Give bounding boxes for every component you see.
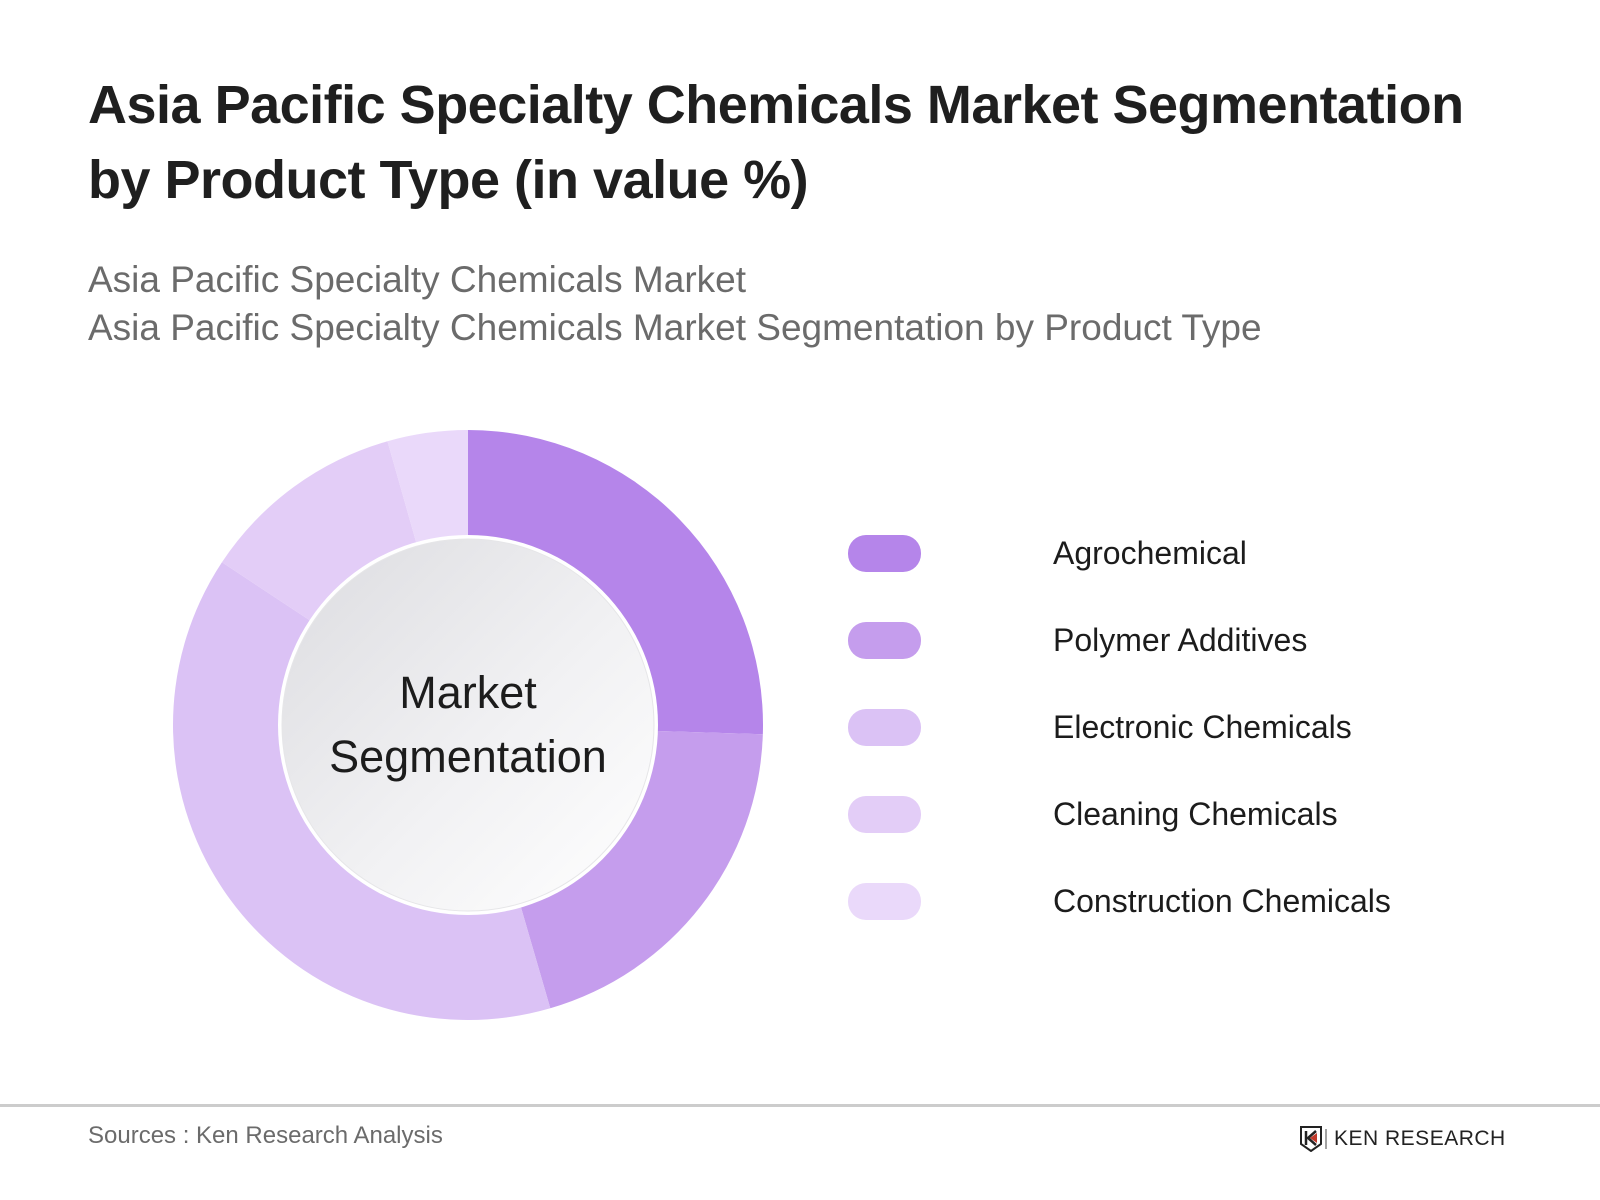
chart-title: Asia Pacific Specialty Chemicals Market … [88, 75, 1464, 210]
center-label-line-1: Market [399, 667, 537, 718]
donut-slice-construction-chemicals [387, 430, 468, 547]
legend-swatch [848, 622, 921, 659]
donut-chart: Market Segmentation [173, 430, 763, 1020]
ken-research-logo: KEN RESEARCH [1300, 1126, 1506, 1152]
donut-slice-agrochemical [468, 430, 763, 735]
logo-text: KEN RESEARCH [1334, 1127, 1506, 1150]
legend-label: Polymer Additives [1053, 622, 1308, 658]
legend-item-cleaning-chemicals: Cleaning Chemicals [848, 796, 1391, 833]
center-label-line-2: Segmentation [329, 731, 607, 782]
legend-swatch [848, 535, 921, 572]
legend-item-construction-chemicals: Construction Chemicals [848, 883, 1391, 920]
shield-k-icon [1300, 1126, 1322, 1152]
legend-label: Cleaning Chemicals [1053, 796, 1338, 832]
legend-item-agrochemical: Agrochemical [848, 535, 1391, 572]
legend-swatch [848, 883, 921, 920]
legend-swatch [848, 796, 921, 833]
donut-slices [173, 430, 763, 1020]
donut-slice-polymer-additives [519, 730, 763, 1009]
legend-item-polymer-additives: Polymer Additives [848, 622, 1391, 659]
center-disk [281, 538, 655, 912]
donut-slice-electronic-chemicals [173, 562, 551, 1020]
subtitle-line-2: Asia Pacific Specialty Chemicals Market … [88, 307, 1262, 348]
logo-separator-icon [1325, 1129, 1327, 1149]
donut-slice-cleaning-chemicals [221, 441, 418, 623]
center-label: Market Segmentation [173, 430, 763, 1020]
footer-divider [0, 1104, 1600, 1107]
legend-swatch [848, 709, 921, 746]
chart-subtitle: Asia Pacific Specialty Chemicals Market … [88, 256, 1262, 352]
legend-label: Electronic Chemicals [1053, 709, 1352, 745]
legend: Agrochemical Polymer Additives Electroni… [848, 535, 1391, 970]
donut-svg [173, 430, 763, 1020]
source-note: Sources : Ken Research Analysis [88, 1122, 443, 1149]
legend-item-electronic-chemicals: Electronic Chemicals [848, 709, 1391, 746]
legend-label: Agrochemical [1053, 535, 1247, 571]
subtitle-line-1: Asia Pacific Specialty Chemicals Market [88, 259, 746, 300]
legend-label: Construction Chemicals [1053, 883, 1391, 919]
